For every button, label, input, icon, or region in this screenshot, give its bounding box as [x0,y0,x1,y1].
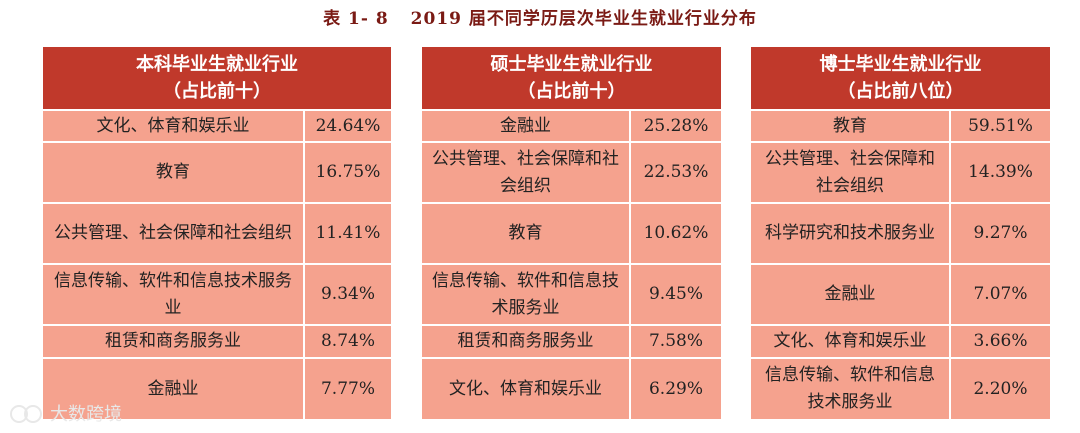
share-cell: 16.75% [303,141,393,204]
table-row: 文化、体育和娱乐业 3.66% [749,324,1052,359]
table-row: 金融业 7.07% [749,263,1052,326]
share-cell: 9.34% [303,263,393,326]
share-cell: 8.74% [303,324,393,359]
table-row: 公共管理、社会保障和社会组织 11.41% [41,202,393,265]
table-row: 教育 10.62% [420,202,723,265]
header-title: 博士毕业生就业行业 [819,54,982,75]
share-cell: 2.20% [949,357,1052,421]
header-subtitle: （占比前八位） [837,81,964,102]
bachelor-industry-table: 本科毕业生就业行业 （占比前十） 文化、体育和娱乐业 24.64% 教育 16.… [41,45,393,421]
share-cell: 59.51% [949,109,1052,143]
industry-cell: 公共管理、社会保障和社会组织 [749,141,951,204]
share-cell: 9.27% [949,202,1052,265]
share-cell: 24.64% [303,109,393,143]
header-subtitle: （占比前十） [517,81,626,102]
chat-bubbles-icon [10,403,44,423]
table-row: 科学研究和技术服务业 9.27% [749,202,1052,265]
table-row: 信息传输、软件和信息技术服务业 9.34% [41,263,393,326]
master-industry-table: 硕士毕业生就业行业 （占比前十） 金融业 25.28% 公共管理、社会保障和社会… [420,45,723,421]
industry-cell: 金融业 [749,263,951,326]
share-cell: 7.58% [629,324,723,359]
table-row: 金融业 7.77% [41,357,393,421]
industry-cell: 金融业 [41,357,305,421]
industry-cell: 科学研究和技术服务业 [749,202,951,265]
table-header: 硕士毕业生就业行业 （占比前十） [420,45,723,111]
watermark: 大数跨境 [10,400,122,426]
table-header: 博士毕业生就业行业 （占比前八位） [749,45,1052,111]
industry-cell: 信息传输、软件和信息技术服务业 [420,263,631,326]
industry-cell: 教育 [749,109,951,143]
table-row: 租赁和商务服务业 7.58% [420,324,723,359]
industry-cell: 公共管理、社会保障和社会组织 [41,202,305,265]
table-row: 租赁和商务服务业 8.74% [41,324,393,359]
share-cell: 9.45% [629,263,723,326]
table-row: 文化、体育和娱乐业 24.64% [41,109,393,143]
industry-cell: 教育 [420,202,631,265]
industry-cell: 金融业 [420,109,631,143]
watermark-text: 大数跨境 [50,404,122,425]
industry-cell: 文化、体育和娱乐业 [41,109,305,143]
table-header: 本科毕业生就业行业 （占比前十） [41,45,393,111]
table-row: 信息传输、软件和信息技术服务业 9.45% [420,263,723,326]
table-caption: 表 1- 8 2019 届不同学历层次毕业生就业行业分布 [0,4,1080,29]
table-row: 金融业 25.28% [420,109,723,143]
share-cell: 7.77% [303,357,393,421]
header-title: 本科毕业生就业行业 [136,54,298,75]
header-subtitle: （占比前十） [163,81,271,102]
doctorate-industry-table: 博士毕业生就业行业 （占比前八位） 教育 59.51% 公共管理、社会保障和社会… [749,45,1052,421]
table-row: 教育 59.51% [749,109,1052,143]
share-cell: 25.28% [629,109,723,143]
table-row: 教育 16.75% [41,141,393,204]
industry-cell: 租赁和商务服务业 [420,324,631,359]
share-cell: 14.39% [949,141,1052,204]
share-cell: 22.53% [629,141,723,204]
header-title: 硕士毕业生就业行业 [490,54,653,75]
table-row: 文化、体育和娱乐业 6.29% [420,357,723,421]
caption-title: 2019 届不同学历层次毕业生就业行业分布 [410,9,757,29]
industry-cell: 租赁和商务服务业 [41,324,305,359]
caption-number: 表 1- 8 [323,9,389,29]
industry-cell: 信息传输、软件和信息技术服务业 [749,357,951,421]
industry-cell: 公共管理、社会保障和社会组织 [420,141,631,204]
table-row: 公共管理、社会保障和社会组织 22.53% [420,141,723,204]
share-cell: 3.66% [949,324,1052,359]
industry-cell: 文化、体育和娱乐业 [749,324,951,359]
share-cell: 10.62% [629,202,723,265]
share-cell: 11.41% [303,202,393,265]
industry-cell: 文化、体育和娱乐业 [420,357,631,421]
industry-cell: 信息传输、软件和信息技术服务业 [41,263,305,326]
table-row: 公共管理、社会保障和社会组织 14.39% [749,141,1052,204]
industry-cell: 教育 [41,141,305,204]
share-cell: 6.29% [629,357,723,421]
table-row: 信息传输、软件和信息技术服务业 2.20% [749,357,1052,421]
share-cell: 7.07% [949,263,1052,326]
